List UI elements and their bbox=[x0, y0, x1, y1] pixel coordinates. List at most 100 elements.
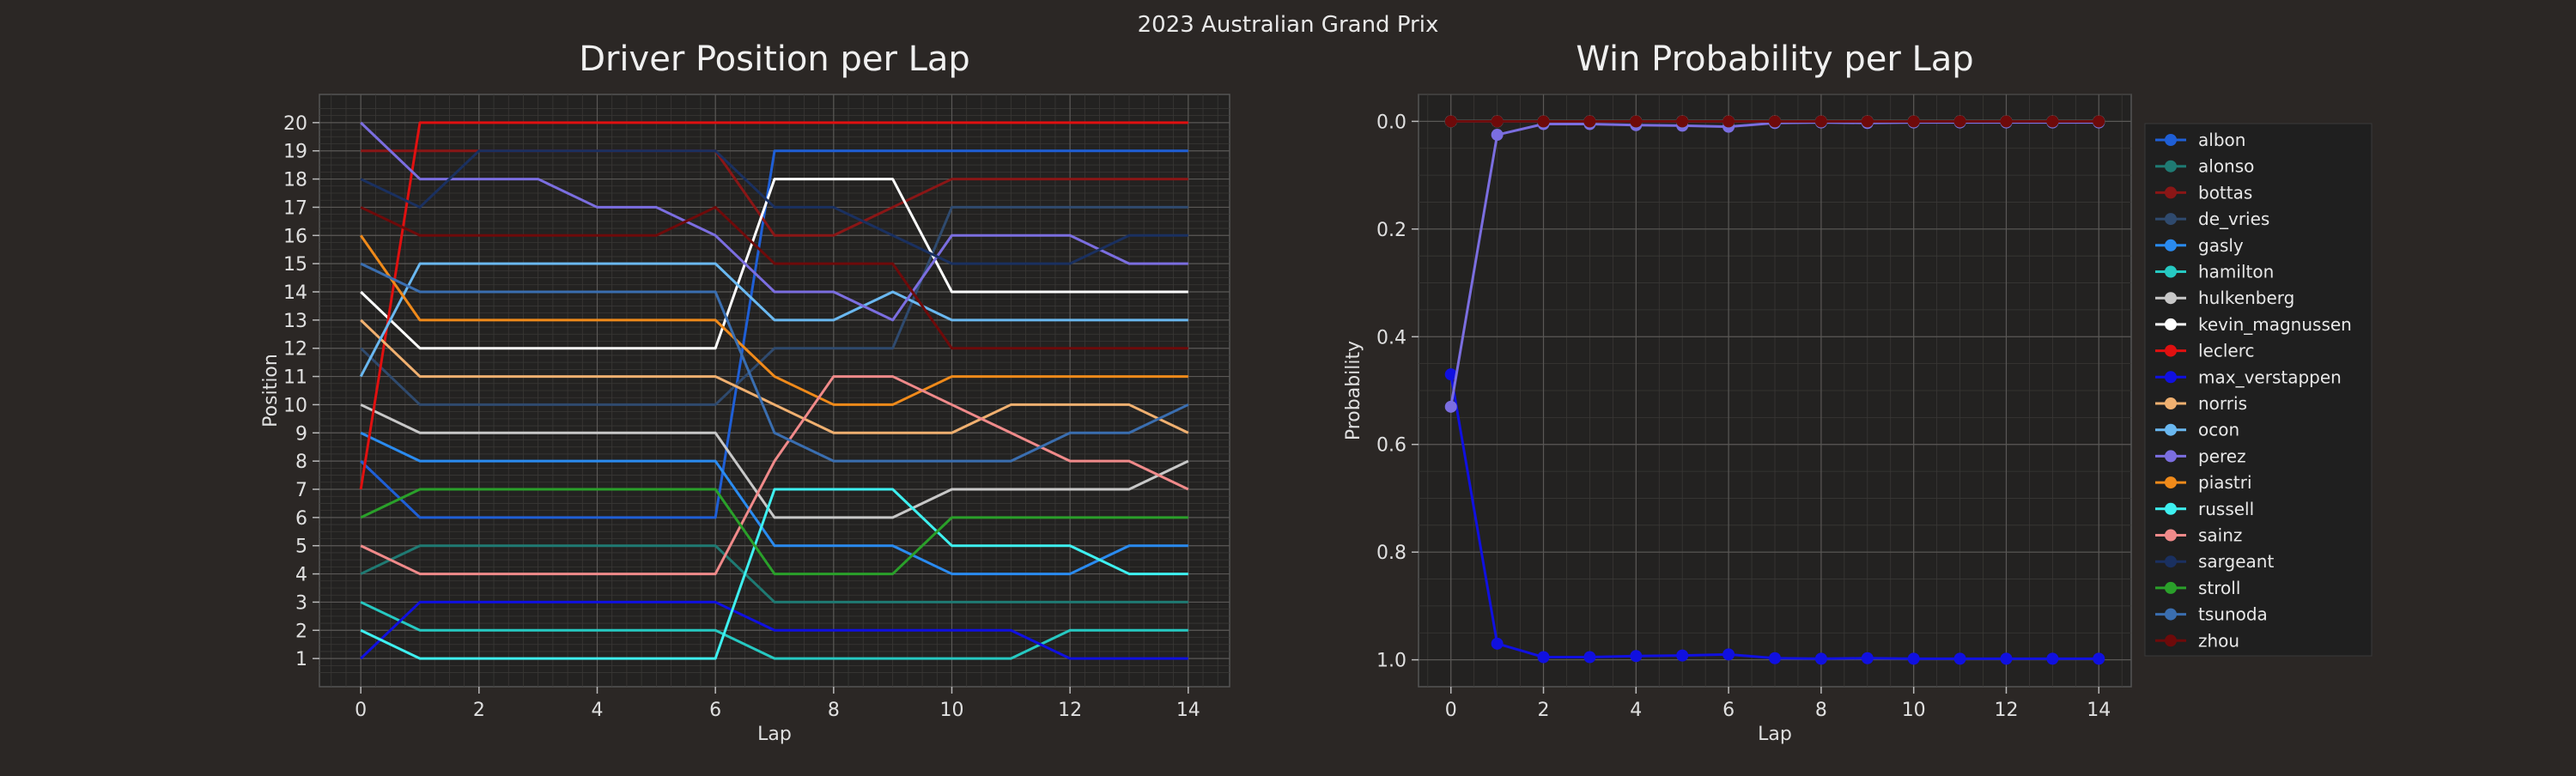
series-line-hulkenberg bbox=[360, 403, 1189, 519]
data-point-zhou bbox=[1630, 115, 1643, 128]
x-tick-label: 4 bbox=[592, 700, 604, 721]
legend-label-zhou: zhou bbox=[2198, 630, 2239, 651]
series-sargeant bbox=[360, 149, 1188, 265]
series-stroll bbox=[360, 488, 1188, 576]
legend-item-tsunoda: tsunoda bbox=[2155, 604, 2268, 625]
series-line-sainz bbox=[360, 375, 1189, 576]
legend-label-hulkenberg: hulkenberg bbox=[2198, 288, 2294, 308]
legend-marker-alonso bbox=[2165, 160, 2177, 173]
series-line-leclerc bbox=[359, 121, 1188, 490]
x-tick-label: 10 bbox=[1902, 700, 1926, 721]
legend-label-russell: russell bbox=[2198, 499, 2254, 519]
probability-chart: 0 2 4 6 8 10 12 14 0.0 0.2 0.4 0.6 0.8 1.0 Win Proba… bbox=[1343, 39, 2132, 745]
y-tick-label: 19 bbox=[283, 142, 307, 163]
data-point-zhou bbox=[1769, 115, 1781, 128]
series-alonso bbox=[360, 544, 1188, 603]
series-norris bbox=[360, 318, 1189, 434]
data-point-zhou bbox=[1676, 115, 1689, 128]
x-tick-label: 6 bbox=[1722, 700, 1735, 721]
legend-label-hamilton: hamilton bbox=[2198, 262, 2274, 282]
series-line-piastri bbox=[359, 234, 1188, 406]
legend-label-kevin_magnussen: kevin_magnussen bbox=[2198, 314, 2352, 335]
series-line-albon bbox=[360, 149, 1188, 519]
data-point-max_verstappen bbox=[1953, 652, 1966, 665]
legend-item-gasly: gasly bbox=[2155, 235, 2244, 256]
legend-item-stroll: stroll bbox=[2155, 578, 2240, 598]
series-line-perez bbox=[360, 121, 1188, 322]
legend-item-piastri: piastri bbox=[2155, 472, 2252, 493]
y-tick-label: 0.4 bbox=[1376, 327, 1406, 349]
series-line-de_vries bbox=[360, 205, 1188, 406]
series-leclerc bbox=[359, 121, 1188, 490]
x-tick-label: 12 bbox=[1058, 700, 1082, 721]
y-tick-label: 0.0 bbox=[1376, 112, 1406, 133]
data-point-max_verstappen bbox=[1583, 651, 1596, 664]
y-tick-label: 2 bbox=[295, 621, 307, 642]
x-tick-label: 0 bbox=[355, 700, 367, 721]
data-point-perez bbox=[1444, 400, 1457, 413]
position-x-label: Lap bbox=[757, 724, 792, 745]
series-zhou bbox=[360, 205, 1188, 350]
y-tick-label: 8 bbox=[295, 452, 307, 473]
series-line-tsunoda bbox=[360, 262, 1189, 463]
data-point-max_verstappen bbox=[1861, 652, 1874, 664]
data-point-max_verstappen bbox=[2093, 652, 2105, 665]
y-tick-label: 9 bbox=[295, 423, 307, 445]
legend-item-alonso: alonso bbox=[2155, 156, 2254, 177]
legend-item-russell: russell bbox=[2155, 499, 2254, 519]
x-tick-label: 4 bbox=[1630, 700, 1642, 721]
legend-marker-norris bbox=[2165, 397, 2177, 409]
probability-chart-title: Win Probability per Lap bbox=[1576, 39, 1973, 79]
series-line-kevin_magnussen bbox=[360, 178, 1188, 350]
data-point-max_verstappen bbox=[1676, 649, 1689, 662]
legend-item-de_vries: de_vries bbox=[2155, 209, 2269, 229]
y-tick-label: 7 bbox=[295, 480, 307, 501]
legend-item-perez: perez bbox=[2155, 446, 2246, 466]
legend-marker-gasly bbox=[2165, 239, 2177, 252]
legend-item-albon: albon bbox=[2155, 130, 2245, 150]
legend-marker-perez bbox=[2165, 450, 2177, 463]
legend-label-gasly: gasly bbox=[2198, 235, 2244, 256]
series-line-russell bbox=[360, 488, 1188, 660]
legend-marker-bottas bbox=[2165, 186, 2177, 199]
series-hamilton bbox=[360, 601, 1188, 660]
legend-label-stroll: stroll bbox=[2198, 578, 2240, 598]
legend-item-max_verstappen: max_verstappen bbox=[2155, 367, 2342, 387]
data-point-zhou bbox=[2093, 115, 2105, 128]
probability-x-label: Lap bbox=[1758, 724, 1792, 745]
legend-item-leclerc: leclerc bbox=[2155, 341, 2255, 361]
x-tick-label: 12 bbox=[1994, 700, 2018, 721]
data-point-max_verstappen bbox=[1537, 651, 1550, 664]
legend-label-bottas: bottas bbox=[2198, 182, 2252, 203]
legend-marker-sargeant bbox=[2165, 555, 2177, 568]
position-chart-title: Driver Position per Lap bbox=[579, 39, 970, 79]
x-tick-label: 2 bbox=[473, 700, 485, 721]
data-point-zhou bbox=[1491, 115, 1504, 128]
series-tsunoda bbox=[360, 262, 1189, 463]
legend-marker-piastri bbox=[2165, 476, 2177, 489]
y-tick-label: 10 bbox=[283, 395, 307, 416]
series-line-stroll bbox=[360, 488, 1188, 576]
figure-suptitle: 2023 Australian Grand Prix bbox=[1138, 12, 1439, 38]
data-point-max_verstappen bbox=[1907, 652, 1920, 665]
legend-marker-albon bbox=[2165, 134, 2177, 146]
series-albon bbox=[360, 149, 1188, 519]
series-gasly bbox=[360, 431, 1188, 576]
legend-label-sargeant: sargeant bbox=[2198, 551, 2274, 572]
series-line-max_verstappen bbox=[360, 600, 1188, 660]
series-line-hamilton bbox=[360, 601, 1188, 660]
y-tick-label: 11 bbox=[283, 367, 307, 389]
probability-y-label: Probability bbox=[1343, 341, 1364, 440]
legend-marker-ocon bbox=[2165, 423, 2177, 436]
y-tick-label: 1.0 bbox=[1376, 651, 1406, 672]
legend-label-leclerc: leclerc bbox=[2198, 341, 2255, 361]
x-tick-label: 2 bbox=[1538, 700, 1550, 721]
y-tick-label: 4 bbox=[295, 565, 307, 586]
data-point-max_verstappen bbox=[2046, 652, 2059, 665]
data-point-zhou bbox=[1722, 115, 1735, 128]
data-point-max_verstappen bbox=[1630, 650, 1643, 663]
series-max_verstappen bbox=[360, 600, 1188, 660]
legend-label-piastri: piastri bbox=[2198, 472, 2252, 493]
legend-marker-stroll bbox=[2165, 581, 2177, 594]
legend-marker-hamilton bbox=[2165, 265, 2177, 278]
